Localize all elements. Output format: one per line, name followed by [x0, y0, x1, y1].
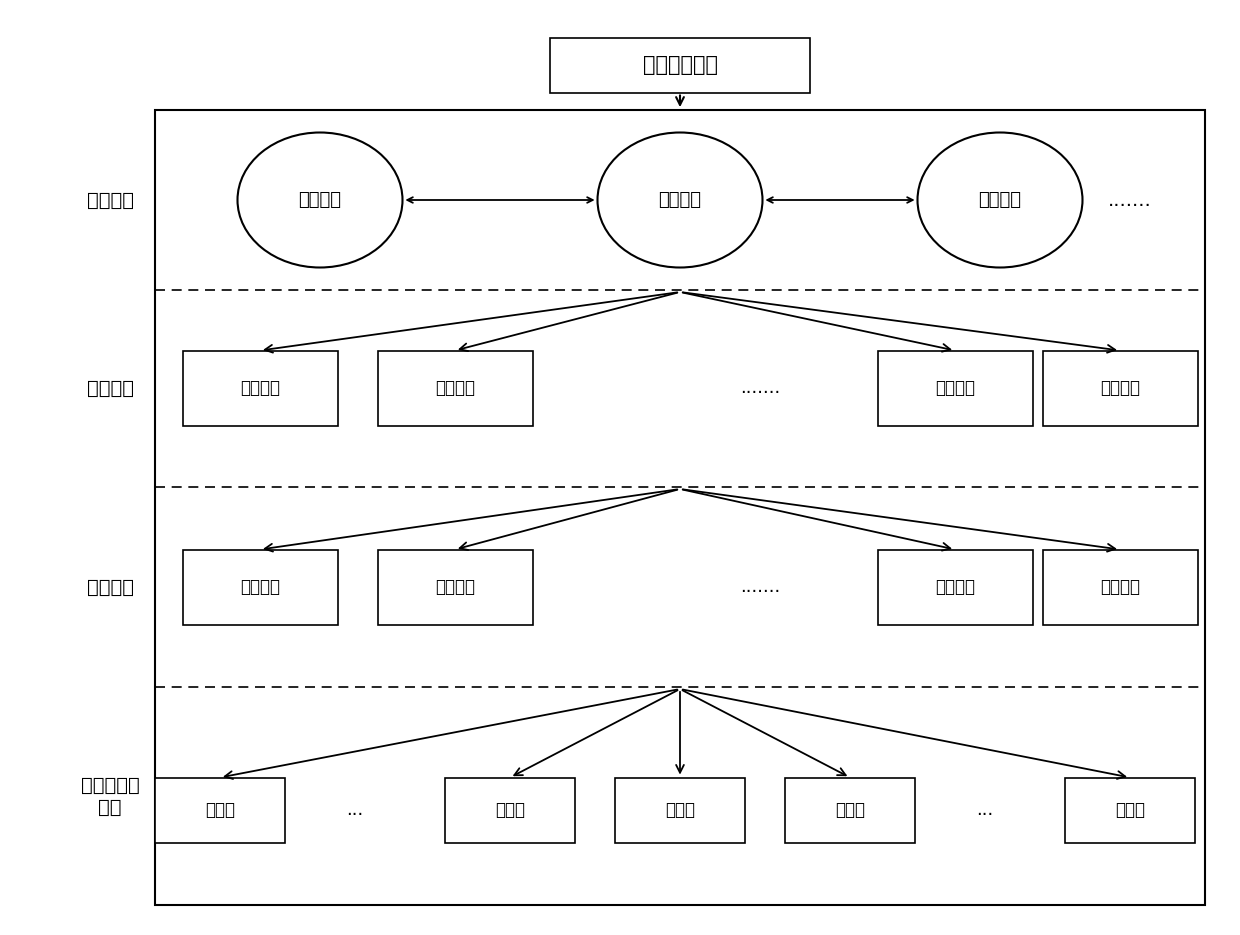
Text: 普通节点: 普通节点 — [299, 191, 341, 209]
Text: 超级节点: 超级节点 — [1100, 578, 1140, 596]
Text: 超级节点: 超级节点 — [935, 578, 975, 596]
FancyBboxPatch shape — [155, 778, 285, 842]
FancyBboxPatch shape — [551, 37, 810, 93]
FancyBboxPatch shape — [878, 550, 1033, 625]
Text: .......: ....... — [740, 578, 780, 596]
FancyBboxPatch shape — [377, 550, 532, 625]
Text: .......: ....... — [1109, 191, 1152, 209]
FancyBboxPatch shape — [878, 351, 1033, 425]
FancyBboxPatch shape — [615, 778, 745, 842]
Text: 候选节点: 候选节点 — [935, 379, 975, 397]
Text: 候选节点: 候选节点 — [87, 379, 134, 397]
Ellipse shape — [918, 133, 1083, 267]
Ellipse shape — [598, 133, 763, 267]
Text: ...: ... — [346, 801, 363, 819]
Text: 副节点: 副节点 — [1115, 801, 1145, 819]
FancyBboxPatch shape — [182, 351, 337, 425]
Text: .......: ....... — [740, 379, 780, 397]
Text: 超级节点: 超级节点 — [241, 578, 280, 596]
Text: 主节点: 主节点 — [665, 801, 694, 819]
FancyBboxPatch shape — [1065, 778, 1195, 842]
FancyBboxPatch shape — [182, 550, 337, 625]
Text: 联盟链服务器: 联盟链服务器 — [642, 55, 718, 75]
Text: 超级节点: 超级节点 — [435, 578, 475, 596]
FancyBboxPatch shape — [1043, 550, 1198, 625]
Text: 普通节点: 普通节点 — [978, 191, 1022, 209]
FancyBboxPatch shape — [377, 351, 532, 425]
Text: 普通节点: 普通节点 — [87, 191, 134, 209]
FancyBboxPatch shape — [445, 778, 575, 842]
Text: 超级节点: 超级节点 — [87, 578, 134, 597]
Text: 候选节点: 候选节点 — [435, 379, 475, 397]
Text: 主节点与副
节点: 主节点与副 节点 — [81, 775, 139, 816]
Text: 副节点: 副节点 — [835, 801, 866, 819]
FancyBboxPatch shape — [1043, 351, 1198, 425]
Text: ...: ... — [976, 801, 993, 819]
Text: 普通节点: 普通节点 — [658, 191, 702, 209]
FancyBboxPatch shape — [155, 110, 1205, 905]
Text: 副节点: 副节点 — [205, 801, 236, 819]
FancyBboxPatch shape — [785, 778, 915, 842]
Ellipse shape — [238, 133, 403, 267]
Text: 候选节点: 候选节点 — [241, 379, 280, 397]
Text: 副节点: 副节点 — [495, 801, 525, 819]
Text: 候选节点: 候选节点 — [1100, 379, 1140, 397]
